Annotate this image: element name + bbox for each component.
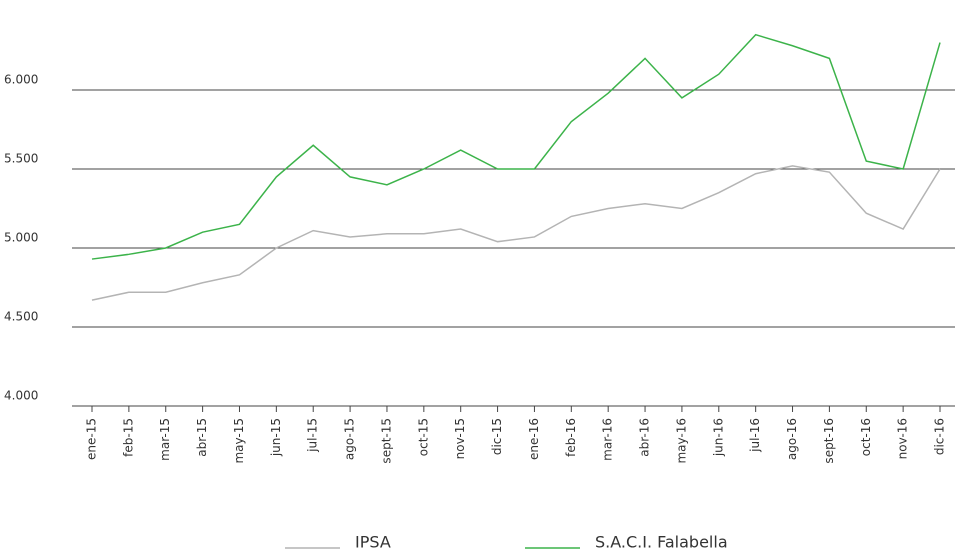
x-tick-label: nov-16 [896,418,910,459]
x-tick-label: may-16 [674,418,688,464]
x-tick-label: jul-16 [748,418,762,453]
x-tick-label: ago-16 [785,418,799,460]
x-tick-label: feb-16 [564,418,578,457]
x-tick-label: jul-15 [306,418,320,453]
series-line [91,33,941,260]
y-tick-label: 4.500 [4,310,38,324]
x-tick-label: mar-16 [601,418,615,461]
x-tick-label: ene-16 [527,418,541,460]
x-tick-label: nov-15 [453,418,467,459]
x-tick-label: oct-16 [859,418,873,456]
x-tick-label: dic-15 [490,418,504,455]
x-tick-label: abr-15 [195,418,209,457]
legend-label: IPSA [355,533,391,552]
x-tick-label: ago-15 [343,418,357,460]
x-tick-label: jun-15 [269,418,283,457]
legend: IPSA S.A.C.I. Falabella [285,533,728,552]
x-tick-label: sept-16 [822,418,836,464]
x-tick-label: feb-15 [121,418,135,457]
x-tick-label: oct-15 [416,418,430,456]
x-tick-label: may-15 [232,418,246,464]
y-tick-label: 6.000 [4,73,38,87]
x-tick-label: abr-16 [638,418,652,457]
x-tick-label: sept-15 [379,418,393,464]
y-tick-label: 5.000 [4,231,38,245]
x-tick-label: jun-16 [711,418,725,457]
y-tick-label: 4.000 [4,389,38,403]
series-line [91,165,941,301]
legend-label: S.A.C.I. Falabella [595,533,728,552]
y-tick-label: 5.500 [4,152,38,166]
x-tick-label: dic-16 [933,418,947,455]
x-tick-label: mar-15 [158,418,172,461]
x-tick-label: ene-15 [85,418,99,460]
